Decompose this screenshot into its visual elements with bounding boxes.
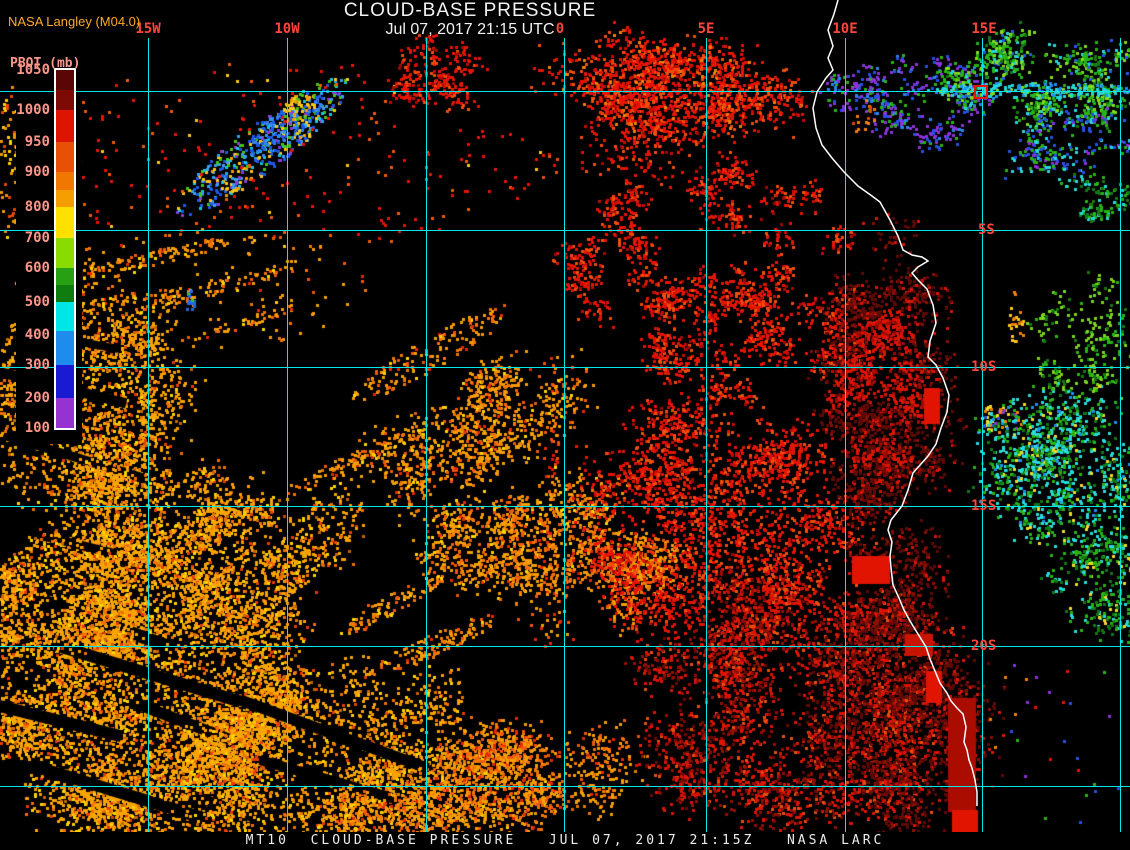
status-bar-text: MT10 CLOUD-BASE PRESSURE JUL 07, 2017 21…: [245, 833, 885, 848]
legend-tick-label: 950: [24, 134, 50, 150]
legend-tick-label: 300: [24, 357, 50, 373]
coastline-overlay: [812, 0, 978, 806]
status-bar: MT10 CLOUD-BASE PRESSURE JUL 07, 2017 21…: [0, 832, 1130, 850]
page-title: CLOUD-BASE PRESSURE: [343, 0, 597, 21]
lon-label: 15E: [971, 21, 997, 37]
legend-block: [56, 331, 74, 365]
title-block: CLOUD-BASE PRESSURE Jul 07, 2017 21:15 U…: [344, 0, 596, 39]
legend-tick-label: 800: [24, 199, 50, 215]
lon-label: 15W: [135, 21, 161, 37]
coastline-path: [812, 0, 978, 806]
timestamp-subtitle: Jul 07, 2017 21:15 UTC: [385, 21, 555, 38]
legend-block: [56, 285, 74, 302]
legend-tick-label: 600: [24, 260, 50, 276]
lat-label: 10S: [971, 359, 997, 375]
legend-block: [56, 172, 74, 190]
lat-label: 5S: [978, 222, 995, 238]
lat-label: 20S: [971, 638, 997, 654]
legend-block: [56, 90, 74, 110]
legend-block: [56, 190, 74, 207]
lon-label: 0: [555, 21, 565, 37]
legend-tick-label: 200: [24, 390, 50, 406]
legend-block: [56, 302, 74, 331]
agency-credit: NASA Langley (M04.0): [8, 14, 141, 29]
legend-block: [56, 110, 74, 142]
legend-tick-label: 1000: [16, 102, 50, 118]
legend-tick-label: 500: [24, 294, 50, 310]
legend-tick-label: 900: [24, 164, 50, 180]
legend-block: [56, 70, 74, 90]
legend-block: [56, 398, 74, 428]
legend-tick-label: 700: [24, 230, 50, 246]
legend-block: [56, 268, 74, 285]
legend-colorbar: [54, 68, 76, 430]
lon-label: 5E: [697, 21, 715, 37]
legend-tick-label: 1050: [16, 62, 50, 78]
legend-title: PBOT (mb): [10, 56, 81, 71]
cloud-field-canvas: [0, 0, 1130, 832]
legend-tick-label: 400: [24, 327, 50, 343]
lon-label: 10E: [832, 21, 858, 37]
legend-block: [56, 365, 74, 398]
legend-block: [56, 142, 74, 172]
legend-block: [56, 238, 74, 268]
lon-label: 10W: [274, 21, 300, 37]
equator-15e-marker: [974, 85, 988, 99]
legend-block: [56, 207, 74, 238]
lat-label: 15S: [971, 498, 997, 514]
legend-tick-label: 100: [24, 420, 50, 436]
